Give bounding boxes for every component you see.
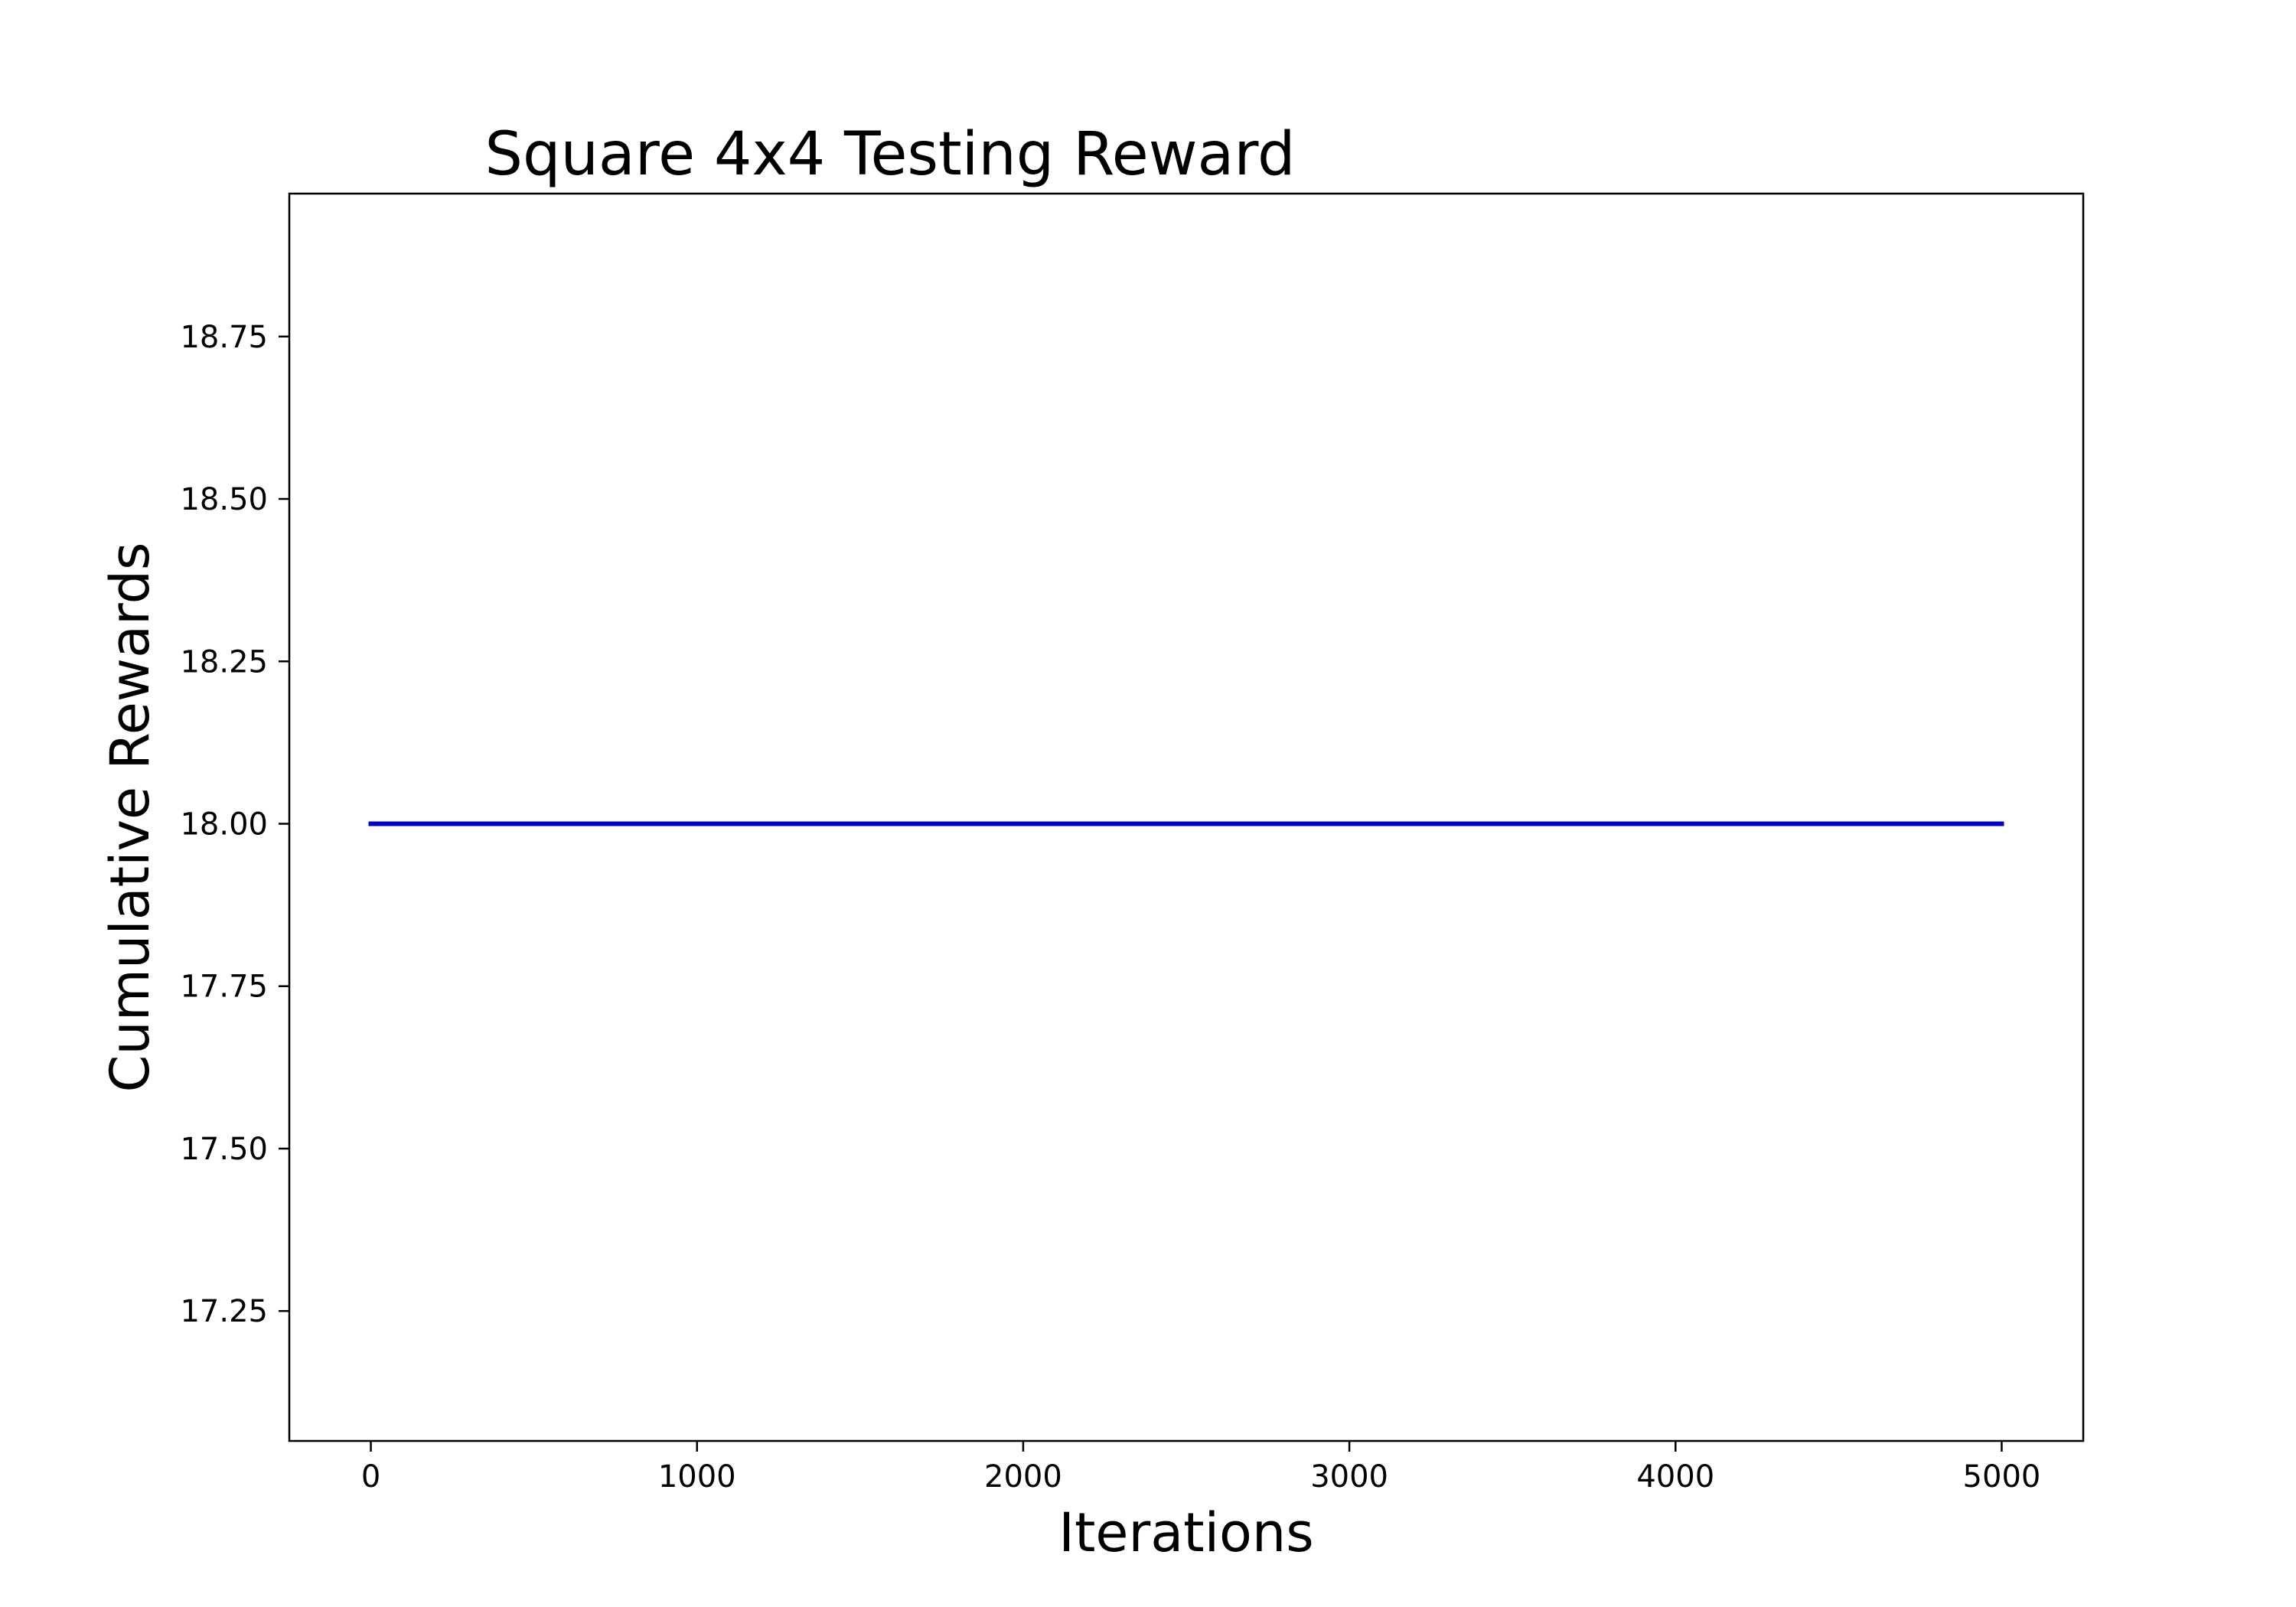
y-axis-ticks: 17.25 17.50 17.75 18.00 18.25 18.50 18.75 [180,320,289,1329]
x-tick-label: 3000 [1310,1459,1388,1495]
y-tick-label: 17.25 [180,1294,268,1329]
x-tick-label: 1000 [658,1459,736,1495]
y-axis-label: Cumulative Rewards [99,543,161,1093]
chart-title: Square 4x4 Testing Reward [484,120,1295,189]
x-axis-label: Iterations [1058,1501,1313,1564]
plot-background [289,194,2083,1441]
y-tick-label: 17.75 [180,970,268,1005]
x-tick-label: 2000 [984,1459,1062,1495]
y-tick-label: 18.25 [180,644,268,680]
x-tick-label: 0 [361,1459,380,1495]
plot-area: 0 1000 2000 3000 4000 5000 17.25 17.50 17.75 18.… [180,192,2085,1495]
y-tick-label: 18.50 [180,482,268,517]
plot-frame [288,192,2085,1442]
y-tick-label: 18.75 [180,320,268,355]
y-tick-label: 17.50 [180,1132,268,1167]
x-tick-label: 5000 [1963,1459,2041,1495]
y-tick-label: 18.00 [180,807,268,842]
x-tick-label: 4000 [1636,1459,1714,1495]
x-axis-ticks: 0 1000 2000 3000 4000 5000 [361,1441,2041,1495]
